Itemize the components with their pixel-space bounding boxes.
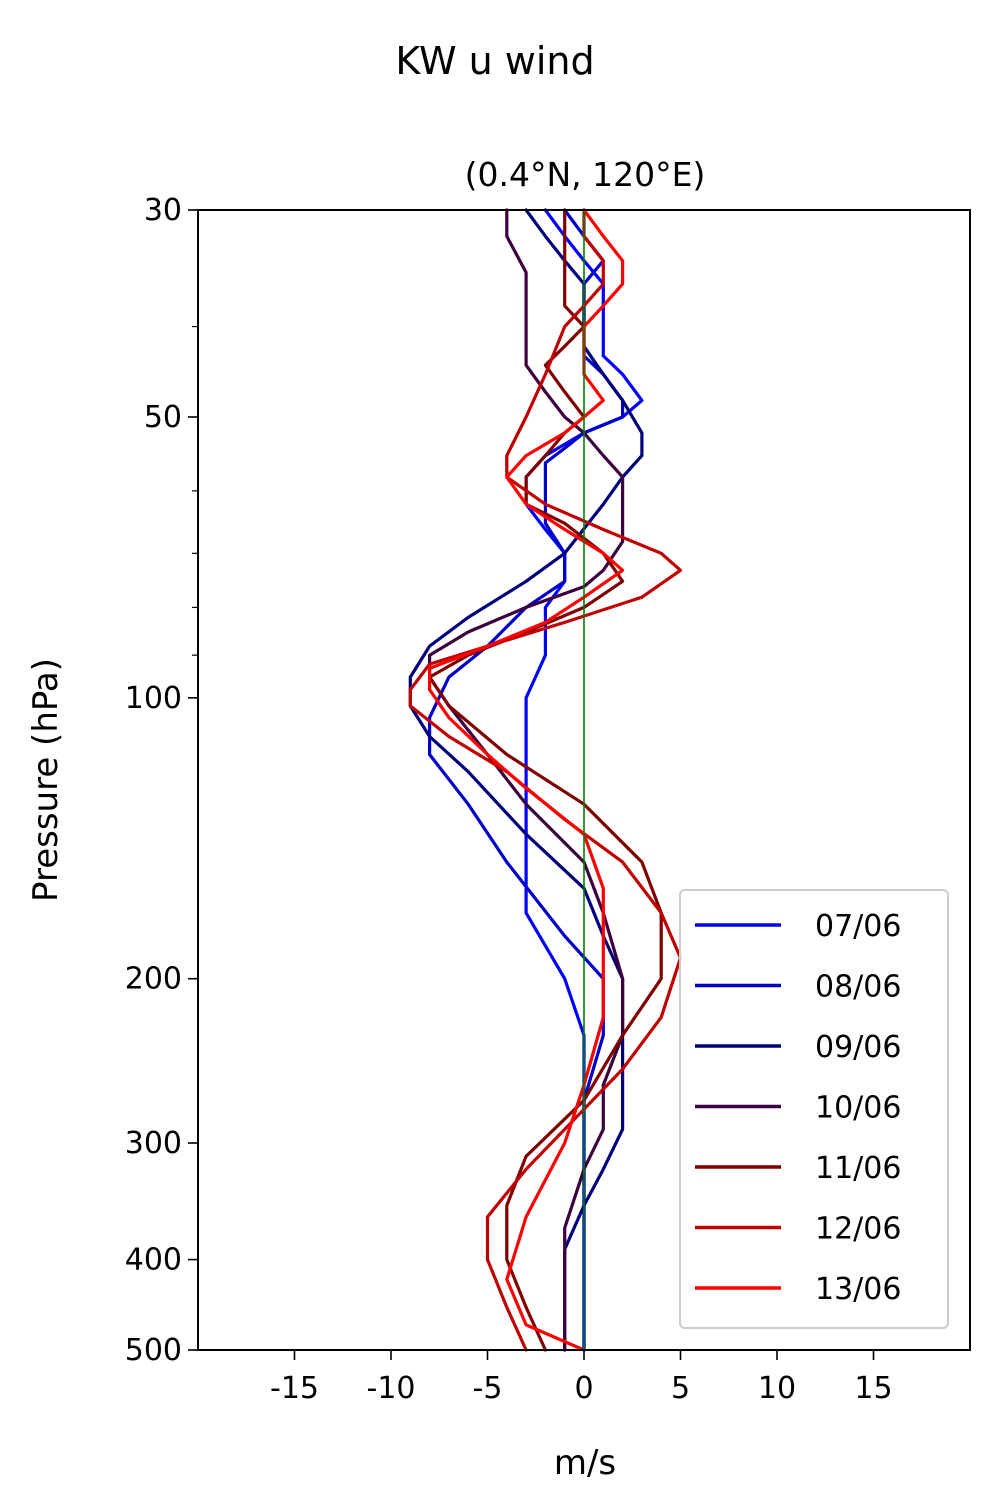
legend-label: 08/06: [815, 970, 901, 1005]
y-tick-label: 400: [125, 1243, 182, 1278]
y-tick-label: 300: [125, 1126, 182, 1161]
legend-label: 10/06: [815, 1091, 901, 1126]
legend-label: 13/06: [815, 1272, 901, 1307]
x-tick-label: -15: [270, 1371, 319, 1406]
tick-layer: -15 -10 -5 0 5 10 15 30 50 100 200 300 400 500: [125, 193, 893, 1406]
y-tick-label: 50: [144, 400, 182, 435]
y-axis-label: Pressure (hPa): [26, 658, 66, 902]
legend-label: 07/06: [815, 909, 901, 944]
x-tick-label: 5: [671, 1371, 690, 1406]
x-tick-label: -10: [367, 1371, 416, 1406]
legend: 07/06 08/06 09/06 10/06 11/06 12/06 13/06: [679, 889, 949, 1329]
series-line-12-06: [408, 208, 683, 1352]
x-tick-label: 10: [758, 1371, 796, 1406]
series-line-10-06: [428, 208, 625, 1352]
series-layer: [408, 208, 683, 1352]
chart-title: KW u wind: [395, 39, 594, 83]
legend-label: 09/06: [815, 1030, 901, 1065]
chart-subtitle: (0.4°N, 120°E): [465, 155, 706, 194]
y-tick-label: 30: [144, 193, 182, 228]
y-tick-label: 100: [125, 681, 182, 716]
x-tick-label: 0: [574, 1371, 593, 1406]
y-tick-label: 500: [125, 1333, 182, 1368]
legend-label: 12/06: [815, 1212, 901, 1247]
x-axis-label: m/s: [554, 1443, 616, 1483]
x-tick-label: -5: [473, 1371, 503, 1406]
legend-label: 11/06: [815, 1151, 901, 1186]
x-tick-label: 15: [854, 1371, 892, 1406]
legend-frame: [679, 889, 949, 1329]
y-tick-label: 200: [125, 962, 182, 997]
